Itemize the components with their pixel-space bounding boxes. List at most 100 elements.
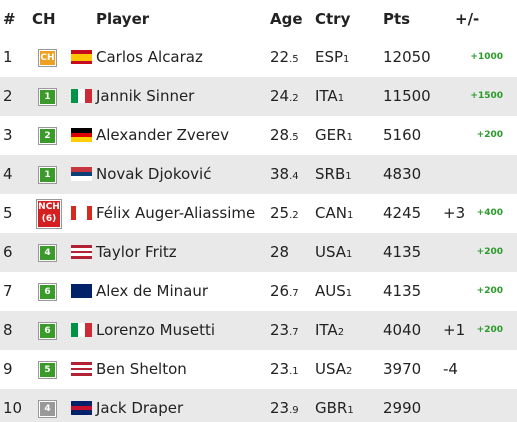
country: ITA1 — [315, 77, 344, 116]
ch-text: 1 — [44, 170, 51, 180]
rank: 8 — [3, 321, 13, 339]
flag-stripe — [71, 362, 92, 365]
country: ESP1 — [315, 38, 349, 77]
points: 2990 — [383, 399, 422, 417]
points: 11500 — [383, 87, 431, 105]
ch-text: 6 — [44, 326, 51, 336]
points: 4040 — [383, 321, 422, 339]
flag-stripe — [71, 284, 92, 291]
country-rank: 1 — [337, 93, 345, 104]
flag-stripe — [71, 57, 92, 61]
column-header: CH — [32, 10, 56, 28]
age-int: 22 — [270, 48, 290, 66]
country: SRB1 — [315, 155, 352, 194]
ch-badge: 2 — [38, 127, 57, 145]
ch-text: 4 — [44, 248, 51, 258]
player-row[interactable]: 3 2 Alexander Zverev 28.5 GER1 5160 +200 — [0, 116, 517, 155]
player-name[interactable]: Jannik Sinner — [96, 87, 195, 105]
rank: 6 — [3, 243, 13, 261]
rank-change: +3 — [443, 204, 466, 222]
player-row[interactable]: 7 6 Alex de Minaur 26.7 AUS1 4135 +200 — [0, 272, 517, 311]
flag-stripe — [71, 370, 92, 374]
age: 38.4 — [270, 155, 299, 194]
country: GER1 — [315, 116, 353, 155]
flag-stripe — [81, 206, 87, 220]
player-row[interactable]: 2 1 Jannik Sinner 24.2 ITA1 11500 +1500 — [0, 77, 517, 116]
age-dec: .7 — [289, 288, 299, 299]
player-name[interactable]: Ben Shelton — [96, 360, 187, 378]
flag-stripe — [71, 167, 92, 172]
player-name[interactable]: Lorenzo Musetti — [96, 321, 216, 339]
player-row[interactable]: 9 5 Ben Shelton 23.1 USA2 3970 -4 — [0, 350, 517, 389]
age-int: 38 — [270, 165, 290, 183]
flag-stripe — [85, 89, 92, 103]
age-dec: .4 — [289, 171, 299, 182]
flag-stripe — [71, 247, 92, 251]
age: 28 — [270, 233, 289, 272]
flag-stripe — [78, 89, 85, 103]
age-int: 23 — [270, 360, 290, 378]
rank: 9 — [3, 360, 13, 378]
flag-stripe — [71, 128, 92, 133]
rank: 10 — [3, 399, 23, 417]
ch-text: 2 — [44, 131, 51, 141]
player-name[interactable]: Félix Auger-Aliassime — [96, 204, 256, 222]
flag-stripe — [71, 401, 92, 406]
ch-badge: NCH (6) — [36, 199, 62, 229]
age-dec: .1 — [289, 366, 299, 377]
player-name[interactable]: Carlos Alcaraz — [96, 48, 203, 66]
age: 23.7 — [270, 311, 299, 350]
ch-text: 6 — [44, 287, 51, 297]
flag — [71, 89, 92, 103]
rank: 5 — [3, 204, 13, 222]
flag-stripe — [71, 291, 92, 298]
ch-sub: (6) — [41, 214, 57, 224]
country: USA2 — [315, 350, 352, 389]
flag-stripe — [71, 256, 92, 259]
flag — [71, 323, 92, 337]
age: 28.5 — [270, 116, 299, 155]
age-int: 23 — [270, 399, 290, 417]
ch-badge: 5 — [38, 361, 57, 379]
rank-change: +1 — [443, 321, 466, 339]
age-int: 24 — [270, 87, 290, 105]
player-row[interactable]: 6 4 Taylor Fritz 28 USA1 4135 +200 — [0, 233, 517, 272]
player-name[interactable]: Novak Djoković — [96, 165, 212, 183]
points: 5160 — [383, 126, 422, 144]
ch-badge: 6 — [38, 283, 57, 301]
country-code: ITA — [315, 87, 338, 105]
player-row[interactable]: 10 4 Jack Draper 23.9 GBR1 2990 — [0, 389, 517, 422]
flag-stripe — [71, 50, 92, 54]
age-dec: .2 — [289, 210, 299, 221]
flag-stripe — [71, 53, 92, 57]
rank-change: -4 — [443, 360, 458, 378]
player-name[interactable]: Alex de Minaur — [96, 282, 209, 300]
age-dec: .7 — [289, 327, 299, 338]
player-row[interactable]: 1 CH Carlos Alcaraz 22.5 ESP1 12050 +1000 — [0, 38, 517, 77]
flag-stripe — [71, 171, 92, 177]
player-name[interactable]: Alexander Zverev — [96, 126, 229, 144]
age-dec: .2 — [289, 93, 299, 104]
flag-stripe — [71, 364, 92, 368]
rank: 2 — [3, 87, 13, 105]
points: 3970 — [383, 360, 422, 378]
country-rank: 1 — [343, 54, 350, 65]
ch-text: 5 — [44, 365, 51, 375]
flag — [71, 206, 92, 220]
player-row[interactable]: 5 NCH (6) Félix Auger-Aliassime 25.2 CAN1 4245… — [0, 194, 517, 233]
age-dec: .9 — [289, 405, 299, 416]
flag-stripe — [71, 253, 92, 257]
player-name[interactable]: Taylor Fritz — [96, 243, 177, 261]
player-row[interactable]: 8 6 Lorenzo Musetti 23.7 ITA2 4040 +1 +200 — [0, 311, 517, 350]
ch-text: 1 — [44, 92, 51, 102]
player-row[interactable]: 4 1 Novak Djoković 38.4 SRB1 4830 — [0, 155, 517, 194]
header-row: # CH Player Age Ctry Pts +/- — [0, 0, 517, 39]
country-rank: 1 — [347, 405, 354, 416]
flag-stripe — [71, 373, 92, 376]
player-name[interactable]: Jack Draper — [96, 399, 184, 417]
rank: 7 — [3, 282, 13, 300]
flag-stripe — [86, 206, 92, 220]
points: 4245 — [383, 204, 422, 222]
flag — [71, 245, 92, 259]
